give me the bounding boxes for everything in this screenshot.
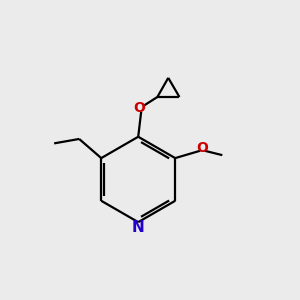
Text: O: O xyxy=(133,101,145,115)
Text: N: N xyxy=(132,220,145,235)
Text: O: O xyxy=(196,141,208,155)
